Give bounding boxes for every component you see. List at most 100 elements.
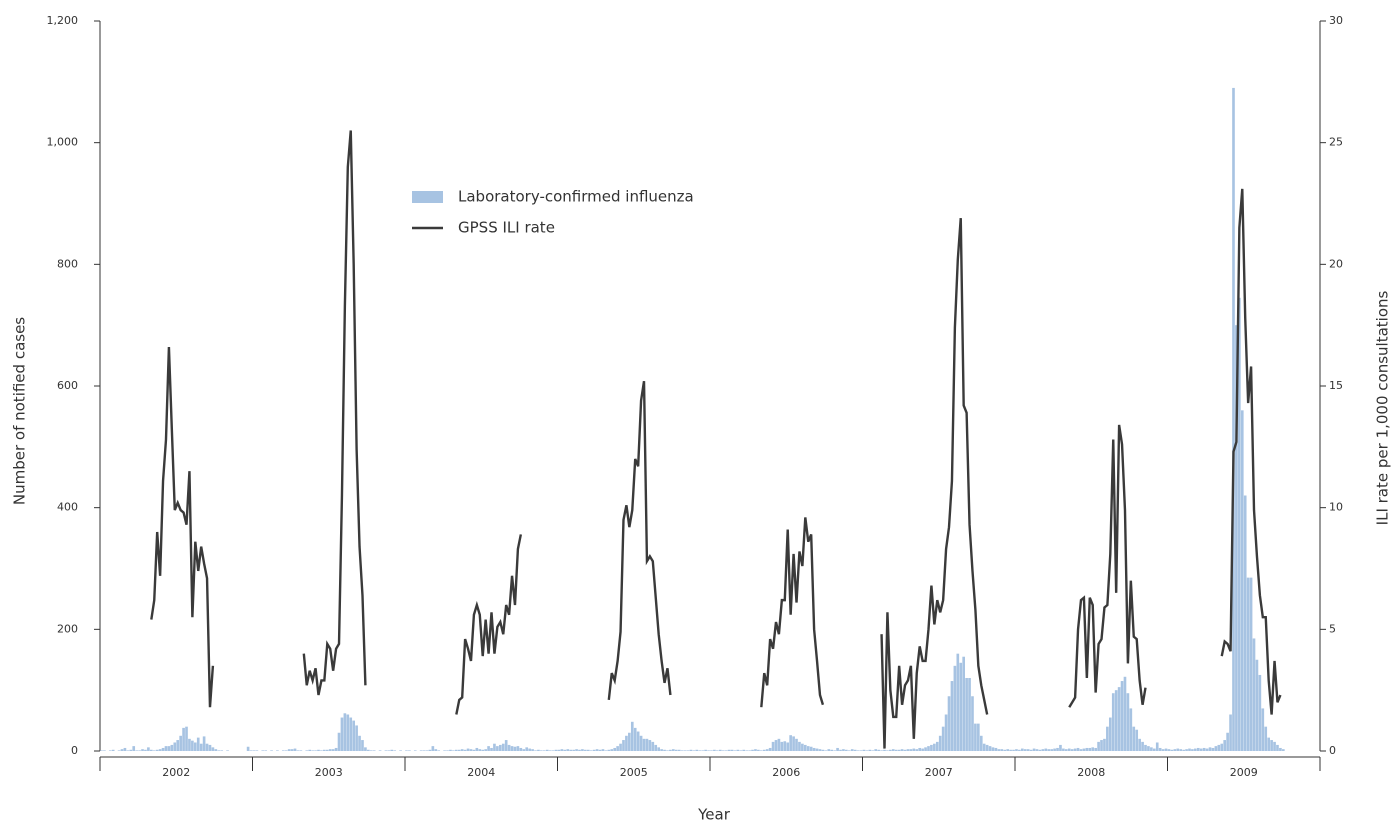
bar <box>959 662 963 751</box>
bar <box>1015 749 1018 751</box>
bar <box>724 750 728 751</box>
bar <box>202 736 206 751</box>
bar <box>589 750 593 751</box>
bar <box>701 750 704 751</box>
bar <box>1243 495 1247 751</box>
bar <box>1196 747 1200 751</box>
bar <box>674 749 678 751</box>
bar <box>191 740 194 751</box>
bar <box>1073 748 1077 751</box>
bar <box>630 721 634 751</box>
bar <box>1141 741 1144 751</box>
bar <box>1032 748 1036 751</box>
bar <box>689 749 693 751</box>
bar <box>217 750 221 751</box>
bar <box>950 681 954 751</box>
bar <box>915 749 919 751</box>
bar <box>132 746 136 751</box>
bar <box>657 747 660 751</box>
bar <box>883 749 886 751</box>
bar <box>613 747 617 751</box>
bar <box>856 750 860 751</box>
bar <box>853 749 857 751</box>
bar <box>1097 741 1100 751</box>
bar <box>827 749 831 751</box>
bar <box>921 748 924 751</box>
bar <box>1202 747 1206 751</box>
y-tick-label: 1,200 <box>47 14 79 27</box>
bar <box>358 735 361 751</box>
bar <box>889 749 892 751</box>
bar <box>387 750 391 751</box>
bar <box>516 746 520 751</box>
bar <box>971 696 974 751</box>
bar <box>730 749 734 751</box>
bar <box>152 750 156 751</box>
bar <box>1085 747 1089 751</box>
bar <box>1264 726 1268 751</box>
bar <box>815 748 819 751</box>
bar <box>167 746 171 751</box>
bar <box>1003 749 1007 751</box>
bar <box>830 749 834 751</box>
bar <box>472 749 476 751</box>
bar <box>859 750 863 751</box>
bar <box>592 749 596 751</box>
bar <box>487 746 490 751</box>
bar <box>798 741 801 751</box>
bar <box>1026 749 1030 751</box>
bar <box>293 748 297 751</box>
bar <box>584 749 587 751</box>
bar <box>334 747 338 751</box>
bar <box>1150 747 1153 751</box>
bar <box>111 749 115 751</box>
bar <box>525 747 529 751</box>
y2-tick-label: 0 <box>1329 744 1336 757</box>
bar <box>325 749 329 751</box>
bar <box>660 749 663 751</box>
bar <box>299 750 303 751</box>
bar <box>1012 749 1015 751</box>
bar <box>507 744 511 751</box>
bar <box>452 750 455 751</box>
bar <box>534 750 537 751</box>
bar <box>953 665 957 751</box>
bar <box>572 749 575 751</box>
bar <box>437 750 441 751</box>
bar <box>1261 708 1265 751</box>
bar <box>912 748 916 751</box>
bar <box>446 750 449 751</box>
bar <box>405 750 408 751</box>
bar <box>581 749 584 751</box>
bar <box>982 743 986 751</box>
bar <box>457 749 461 751</box>
bar <box>1158 747 1162 751</box>
bar <box>214 749 218 751</box>
bar <box>625 735 628 751</box>
y2-tick-label: 15 <box>1329 379 1343 392</box>
bar <box>261 750 265 751</box>
y-axis-title: Number of notified cases <box>11 317 29 505</box>
bar <box>361 740 364 751</box>
y-tick-label: 0 <box>71 744 78 757</box>
bar <box>974 723 977 751</box>
bar <box>956 653 960 751</box>
bar <box>367 749 370 751</box>
bar <box>865 750 869 751</box>
legend-label: Laboratory-confirmed influenza <box>458 188 694 206</box>
ili-line <box>1068 424 1147 708</box>
bar <box>651 741 655 751</box>
bar <box>692 750 696 751</box>
bar <box>1208 747 1212 751</box>
bar <box>965 678 968 751</box>
ili-line <box>880 218 989 749</box>
bar <box>343 713 347 751</box>
bar <box>633 727 637 751</box>
bar <box>1103 738 1106 751</box>
bar <box>320 750 323 751</box>
bar <box>504 740 508 751</box>
bar <box>683 750 687 751</box>
ili-line <box>455 534 523 715</box>
bar <box>619 743 622 751</box>
bar <box>179 735 182 751</box>
